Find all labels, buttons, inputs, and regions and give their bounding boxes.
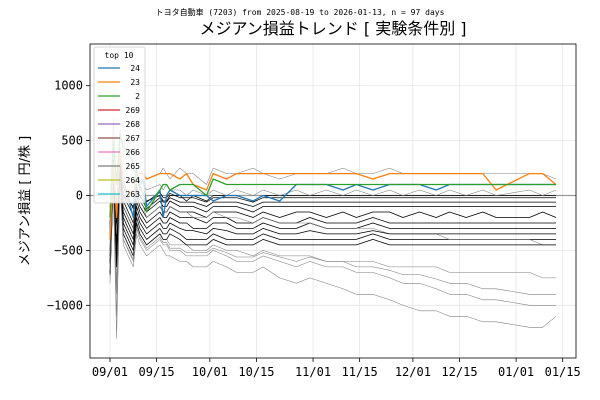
chart-title: メジアン損益トレンド [ 実験条件別 ]	[199, 19, 466, 38]
x-tick-label: 11/01	[295, 365, 331, 379]
y-tick-label: 0	[76, 189, 83, 203]
y-axis-label: メジアン損益 [ 円/株 ]	[18, 136, 33, 266]
series-line	[109, 176, 556, 275]
series-line	[109, 172, 556, 264]
legend-label: 266	[126, 148, 141, 157]
x-tick-label: 01/15	[545, 365, 581, 379]
x-tick-label: 09/01	[92, 365, 128, 379]
series-line-266	[109, 173, 556, 273]
series-line-265	[109, 178, 556, 339]
legend: top 10 24 23 2 269 268 267 266 265 264 263	[93, 46, 146, 204]
x-tick-label: 09/15	[139, 365, 175, 379]
legend-label: 24	[130, 64, 140, 73]
series-line-267	[109, 167, 556, 262]
legend-label: 267	[126, 134, 141, 143]
legend-label: 2	[135, 92, 140, 101]
x-tick-label: 12/15	[441, 365, 477, 379]
legend-box	[93, 46, 146, 204]
legend-label: 23	[130, 78, 140, 87]
legend-label: 263	[126, 190, 141, 199]
series-line	[109, 180, 556, 295]
series-line	[109, 184, 557, 328]
series-line-263	[109, 169, 556, 256]
x-tick-label: 10/01	[192, 365, 228, 379]
x-tick-label: 01/01	[498, 365, 534, 379]
y-tick-label: 500	[61, 134, 83, 148]
chart-suptitle: トヨタ自動車 (7203) from 2025-08-19 to 2026-01…	[156, 7, 445, 17]
x-tick-label: 11/15	[342, 365, 378, 379]
legend-label: 265	[126, 162, 141, 171]
x-tick-label: 10/15	[238, 365, 274, 379]
y-axis: −1000 −500 0 500 1000	[47, 79, 90, 312]
legend-title: top 10	[105, 51, 134, 60]
y-tick-label: −1000	[47, 298, 83, 312]
legend-label: 269	[126, 106, 141, 115]
x-tick-label: 12/01	[395, 365, 431, 379]
legend-label: 264	[126, 176, 141, 185]
plot-frame	[89, 43, 577, 359]
x-axis: 09/01 09/15 10/01 10/15 11/01 11/15 12/01 12/15…	[92, 358, 581, 379]
y-tick-label: −500	[54, 243, 83, 257]
legend-label: 268	[126, 120, 141, 129]
y-tick-label: 1000	[54, 79, 83, 93]
